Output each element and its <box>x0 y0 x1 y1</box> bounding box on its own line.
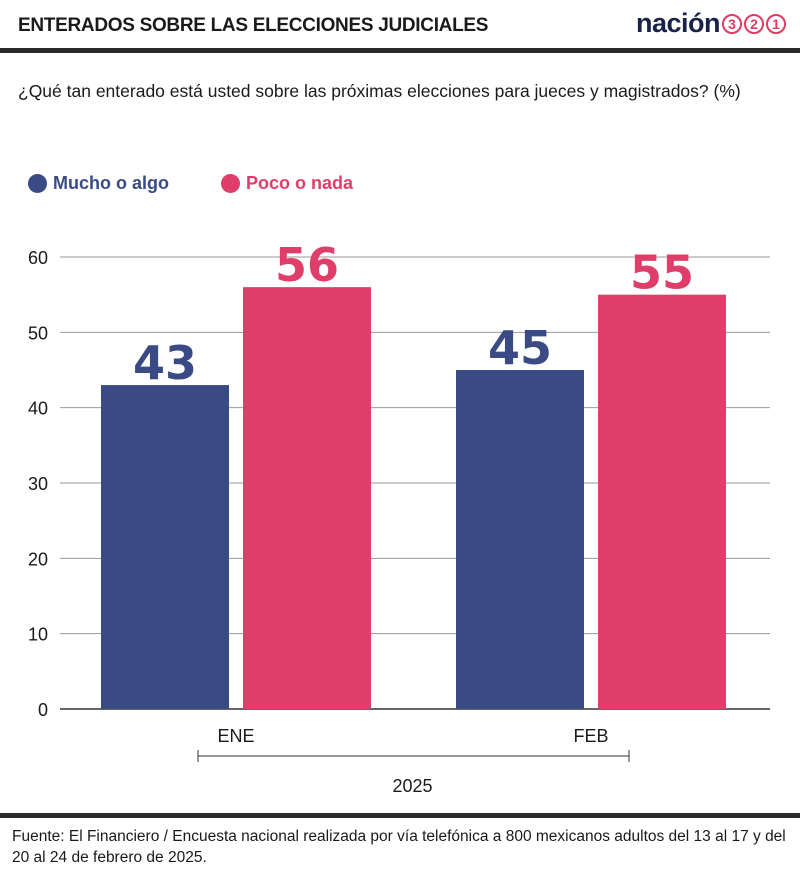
brand-logo: nación 3 2 1 <box>636 8 786 39</box>
brand-digit-3: 3 <box>722 13 742 34</box>
bar-chart: 0 10 20 30 40 50 60 43 56 ENE 45 55 FEB 2025 <box>28 238 770 796</box>
chart-question: ¿Qué tan enterado está usted sobre las p… <box>18 81 741 101</box>
legend-item-mucho: Mucho o algo <box>28 173 169 194</box>
header-divider <box>0 48 800 53</box>
bar-ene-0 <box>101 385 229 709</box>
data-label-feb-0: 45 <box>488 321 552 375</box>
x-tick-label-ene: ENE <box>217 726 254 746</box>
brand-digit-2: 2 <box>744 13 764 34</box>
data-label-feb-1: 55 <box>630 246 694 300</box>
y-tick-label-60: 60 <box>28 248 48 268</box>
legend-item-poco: Poco o nada <box>221 173 353 194</box>
legend: Mucho o algo Poco o nada <box>28 173 405 194</box>
bar-feb-0 <box>456 370 584 709</box>
brand-digit-1: 1 <box>766 13 786 34</box>
header-title: ENTERADOS SOBRE LAS ELECCIONES JUDICIALE… <box>18 15 489 36</box>
y-tick-label-40: 40 <box>28 399 48 419</box>
year-label: 2025 <box>392 776 432 796</box>
legend-dot-poco <box>221 174 240 193</box>
data-label-ene-1: 56 <box>275 238 339 292</box>
footer-divider <box>0 813 800 818</box>
legend-label-mucho: Mucho o algo <box>53 173 169 193</box>
bar-feb-1 <box>598 294 726 709</box>
y-tick-label-30: 30 <box>28 474 48 494</box>
footer-source: Fuente: El Financiero / Encuesta naciona… <box>12 828 786 866</box>
x-tick-label-feb: FEB <box>573 726 608 746</box>
data-label-ene-0: 43 <box>133 336 197 390</box>
y-tick-label-10: 10 <box>28 625 48 645</box>
legend-dot-mucho <box>28 174 47 193</box>
legend-label-poco: Poco o nada <box>246 173 354 193</box>
bar-ene-1 <box>243 287 371 709</box>
y-tick-label-20: 20 <box>28 549 48 569</box>
y-tick-label-0: 0 <box>38 700 48 720</box>
y-tick-label-50: 50 <box>28 323 48 343</box>
brand-word: nación <box>635 8 721 38</box>
